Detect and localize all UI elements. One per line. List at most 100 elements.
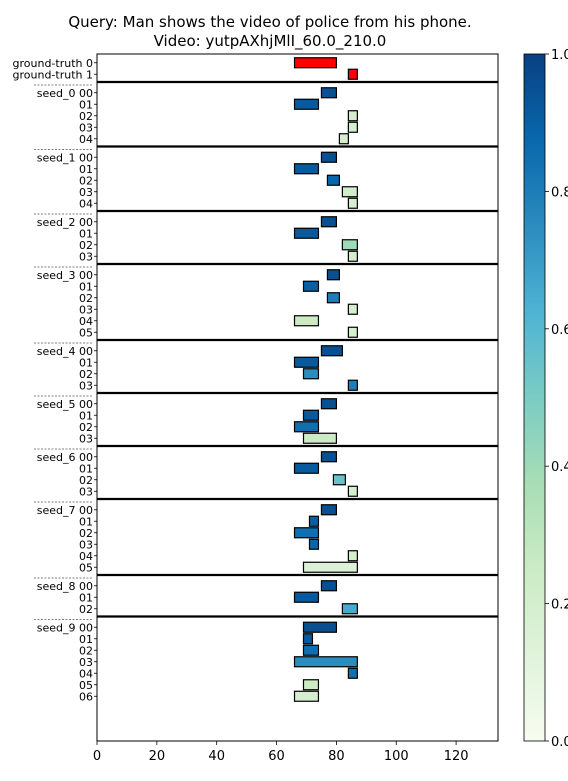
- segment-bar-seed_4-00: [320, 345, 343, 357]
- segment-bar-seed_0-02: [347, 110, 358, 122]
- segment-bar-seed_6-01: [293, 462, 320, 474]
- colorbar-tick-label: 0.4: [551, 460, 568, 475]
- x-tick-label: 0: [93, 749, 101, 764]
- segment-bar-seed_0-01: [293, 98, 320, 110]
- segment-label: 03: [79, 485, 93, 498]
- segment-bar-seed_3-03: [347, 303, 358, 315]
- colorbar-tick-label: 0.0: [551, 735, 568, 750]
- segment-label: 05: [79, 561, 93, 574]
- segment-bar-seed_6-02: [332, 474, 346, 486]
- segment-bar-seed_9-01: [302, 633, 314, 645]
- segment-label: 02: [79, 239, 93, 252]
- segment-label: 02: [79, 110, 93, 123]
- segment-label: 01: [79, 409, 93, 422]
- segment-bar-seed_8-02: [341, 603, 358, 615]
- segment-bar-seed_3-02: [326, 292, 340, 304]
- colorbar-tick-label: 0.6: [551, 323, 568, 338]
- segment-label: 02: [79, 292, 93, 305]
- segment-bar-seed_9-05: [302, 679, 320, 691]
- segment-label: seed_3 00: [37, 269, 93, 282]
- segment-bar-seed_8-00: [320, 580, 338, 592]
- segment-label: 02: [79, 174, 93, 187]
- segment-bar-seed_0-00: [320, 87, 338, 99]
- segment-label: 02: [79, 368, 93, 381]
- colorbar-tick-label: 0.2: [551, 598, 568, 613]
- segment-bar-seed_4-03: [347, 379, 358, 391]
- ground-truth-bar-0: [293, 57, 338, 69]
- segment-bar-seed_2-00: [320, 216, 338, 228]
- segment-label: 03: [79, 656, 93, 669]
- segment-bar-seed_5-01: [302, 409, 320, 421]
- segment-label: 01: [79, 462, 93, 475]
- segment-bar-seed_7-00: [320, 504, 338, 516]
- segment-label: seed_9 00: [37, 621, 93, 634]
- segment-label: 03: [79, 121, 93, 134]
- segment-label: 02: [79, 421, 93, 434]
- chart-title: Query: Man shows the video of police fro…: [68, 13, 471, 31]
- segment-bar-seed_1-01: [293, 163, 320, 175]
- x-tick-label: 80: [328, 749, 345, 764]
- segment-label: 01: [79, 356, 93, 369]
- segment-bar-seed_9-03: [293, 656, 358, 668]
- segment-label: 01: [79, 515, 93, 528]
- segment-label: 04: [79, 197, 93, 210]
- x-tick-label: 40: [208, 749, 225, 764]
- segment-label: 02: [79, 474, 93, 487]
- segment-bar-seed_0-03: [347, 121, 358, 133]
- segment-label: 01: [79, 227, 93, 240]
- segment-label: 01: [79, 633, 93, 646]
- segment-label: seed_0 00: [37, 87, 93, 100]
- segment-bar-seed_7-05: [302, 561, 358, 573]
- segment-bar-seed_6-03: [347, 485, 358, 497]
- x-tick-label: 60: [268, 749, 285, 764]
- segment-label: seed_4 00: [37, 345, 93, 358]
- segment-bar-seed_9-04: [347, 667, 358, 679]
- segment-bar-seed_2-01: [293, 227, 320, 239]
- colorbar-ticks: 0.0 0.2 0.4 0.6 0.8 1.0: [545, 48, 568, 750]
- colorbar-tick-label: 0.8: [551, 185, 568, 200]
- segment-label: 04: [79, 315, 93, 328]
- segment-label: 03: [79, 250, 93, 263]
- segment-label: 01: [79, 98, 93, 111]
- segment-bar-seed_0-04: [338, 133, 349, 145]
- segment-label: 02: [79, 527, 93, 540]
- segment-label: 01: [79, 280, 93, 293]
- x-tick-label: 100: [384, 749, 409, 764]
- segment-bar-seed_4-01: [293, 356, 320, 368]
- segment-bar-seed_3-00: [326, 269, 340, 281]
- segment-bar-seed_1-02: [326, 174, 340, 186]
- segment-bar-seed_3-04: [293, 315, 320, 327]
- segment-label: 03: [79, 432, 93, 445]
- segment-bar-seed_2-03: [347, 250, 358, 262]
- ground-truth-label: ground-truth 0: [13, 57, 93, 70]
- segment-label: 03: [79, 379, 93, 392]
- segment-label: seed_2 00: [37, 216, 93, 229]
- segment-label: 03: [79, 186, 93, 199]
- segment-bar-seed_4-02: [302, 368, 320, 380]
- segment-label: 01: [79, 591, 93, 604]
- segment-bar-seed_1-04: [347, 197, 358, 209]
- segment-label: seed_5 00: [37, 398, 93, 411]
- segment-label: 03: [79, 538, 93, 551]
- segment-label: seed_7 00: [37, 504, 93, 517]
- chart-subtitle: Video: yutpAXhjMlI_60.0_210.0: [154, 32, 387, 51]
- segment-bar-seed_3-05: [347, 326, 358, 338]
- segment-bar-seed_7-03: [308, 538, 320, 550]
- x-axis: 0 20 40 60 80 100 120: [93, 741, 469, 764]
- segment-bar-seed_5-02: [293, 421, 320, 433]
- segment-bar-seed_1-00: [320, 151, 338, 163]
- segment-label: 04: [79, 133, 93, 146]
- segment-label: 05: [79, 326, 93, 339]
- colorbar-tick-label: 1.0: [551, 48, 568, 63]
- segment-bar-seed_9-02: [302, 644, 320, 656]
- segment-label: 04: [79, 550, 93, 563]
- segment-bar-seed_3-01: [302, 280, 320, 292]
- segment-bar-seed_9-06: [293, 690, 320, 702]
- segment-label: 06: [79, 690, 93, 703]
- segment-label: 01: [79, 163, 93, 176]
- segment-label: 04: [79, 667, 93, 680]
- segment-bar-seed_2-02: [341, 239, 358, 251]
- segment-label: 02: [79, 644, 93, 657]
- x-tick-label: 120: [444, 749, 469, 764]
